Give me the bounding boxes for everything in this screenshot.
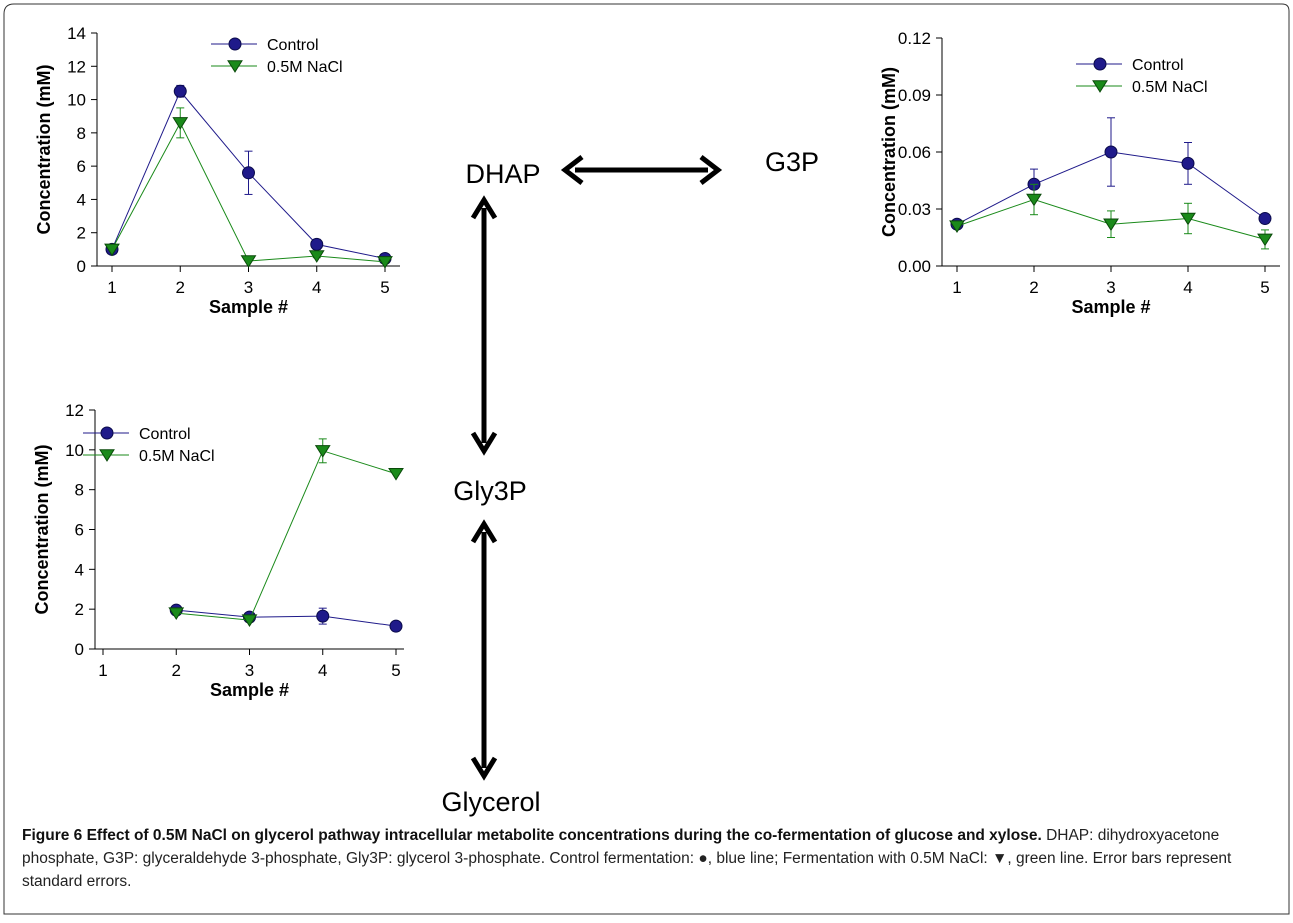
dhap-data-point	[104, 243, 120, 257]
g3p-data-point	[1181, 156, 1195, 170]
dhap-legend-label: Control	[267, 37, 319, 54]
g3p-x-tick-label: 4	[1183, 278, 1192, 297]
g3p-data-point	[1180, 212, 1196, 226]
dhap-y-tick-label: 14	[67, 24, 86, 43]
g3p-x-tick-label: 1	[952, 278, 961, 297]
gly3p-x-tick-label: 4	[318, 661, 327, 680]
g3p-data-point	[1103, 218, 1119, 232]
gly3p-y-tick-label: 4	[75, 560, 84, 579]
g3p-y-tick-label: 0.03	[898, 200, 931, 219]
dhap-x-tick-label: 1	[107, 278, 116, 297]
gly3p-y-tick-label: 12	[65, 401, 84, 420]
gly3p-legend-marker	[100, 426, 114, 440]
gly3p-legend-label: Control	[139, 426, 191, 443]
dhap-x-tick-label: 2	[176, 278, 185, 297]
arrow-dhap-g3p	[560, 155, 723, 185]
g3p-y-tick-label: 0.12	[898, 29, 931, 48]
caption-body: DHAP: dihydroxyacetone phosphate, G3P: g…	[22, 827, 1232, 890]
gly3p-data-point	[241, 614, 258, 628]
gly3p-x-tick-label: 1	[98, 661, 107, 680]
gly3p-data-point	[316, 609, 330, 623]
dhap-legend-marker	[228, 37, 242, 51]
g3p-legend-marker	[1092, 80, 1108, 93]
gly3p-legend-marker	[99, 449, 115, 462]
g3p-data-point	[1258, 212, 1272, 225]
g3p-data-point	[949, 220, 965, 233]
gly3p-data-point	[168, 607, 185, 621]
gly3p-series-line	[176, 450, 397, 621]
dhap-y-tick-label: 10	[67, 91, 86, 110]
g3p-data-point	[1026, 193, 1042, 207]
gly3p-legend-label: 0.5M NaCl	[139, 448, 215, 465]
gly3p-y-tick-label: 8	[75, 481, 84, 500]
g3p-data-point	[1257, 233, 1273, 247]
gly3p-data-point	[388, 467, 404, 481]
dhap-y-tick-label: 8	[77, 124, 86, 143]
gly3p-data-point	[314, 445, 331, 458]
g3p-x-tick-label: 2	[1029, 278, 1038, 297]
node-glycerol: Glycerol	[441, 787, 540, 817]
dhap-data-point	[173, 84, 187, 98]
caption-title: Figure 6 Effect of 0.5M NaCl on glycerol…	[22, 827, 1042, 844]
g3p-x-axis-label: Sample #	[1071, 297, 1150, 317]
dhap-data-point	[308, 250, 325, 263]
dhap-x-axis-label: Sample #	[209, 297, 288, 317]
g3p-y-axis-label: Concentration (mM)	[879, 67, 899, 237]
dhap-y-tick-label: 0	[77, 257, 86, 276]
g3p-x-tick-label: 3	[1106, 278, 1115, 297]
dhap-data-point	[242, 166, 255, 180]
gly3p-y-tick-label: 6	[75, 521, 84, 540]
g3p-legend-label: 0.5M NaCl	[1132, 79, 1208, 96]
dhap-y-axis-label: Concentration (mM)	[34, 65, 54, 235]
dhap-legend-label: 0.5M NaCl	[267, 59, 343, 76]
g3p-data-point	[1104, 145, 1118, 159]
dhap-y-tick-label: 6	[77, 157, 86, 176]
figure-caption: Figure 6 Effect of 0.5M NaCl on glycerol…	[22, 824, 1267, 893]
dhap-data-point	[172, 117, 189, 130]
dhap-y-tick-label: 4	[77, 190, 86, 209]
gly3p-x-tick-label: 3	[245, 661, 254, 680]
chart-g3p: 0.00 0.03 0.06 0.09 0.12 1 2 3 4 5 Sample # Concent…	[879, 29, 1280, 317]
dhap-data-point	[240, 255, 257, 268]
arrow-gly3p-glycerol	[470, 519, 498, 781]
g3p-legend-marker	[1093, 57, 1107, 71]
dhap-data-point	[310, 237, 324, 251]
figure-border	[3, 3, 1290, 915]
g3p-x-tick-label: 5	[1260, 278, 1269, 297]
gly3p-y-axis-label: Concentration (mM)	[32, 445, 52, 615]
dhap-x-tick-label: 3	[244, 278, 253, 297]
g3p-y-tick-label: 0.00	[898, 257, 931, 276]
dhap-legend-marker	[227, 60, 243, 73]
g3p-legend-label: Control	[1132, 57, 1184, 74]
node-g3p: G3P	[765, 147, 819, 177]
pathway-diagram: DHAP G3P Gly3P Glycerol	[441, 147, 819, 817]
dhap-x-tick-label: 4	[312, 278, 321, 297]
node-gly3p: Gly3P	[453, 476, 527, 506]
gly3p-x-tick-label: 2	[172, 661, 181, 680]
gly3p-series-line	[176, 609, 397, 627]
gly3p-x-tick-label: 5	[391, 661, 400, 680]
g3p-y-tick-label: 0.06	[898, 143, 931, 162]
dhap-x-tick-label: 5	[380, 278, 389, 297]
gly3p-y-tick-label: 0	[75, 640, 84, 659]
dhap-y-tick-label: 12	[67, 57, 86, 76]
gly3p-y-tick-label: 10	[65, 441, 84, 460]
dhap-data-point	[377, 256, 393, 269]
gly3p-data-point	[389, 619, 403, 633]
dhap-y-tick-label: 2	[77, 224, 86, 243]
arrow-dhap-gly3p	[470, 195, 498, 456]
g3p-y-tick-label: 0.09	[898, 86, 931, 105]
gly3p-x-axis-label: Sample #	[210, 680, 289, 700]
gly3p-y-tick-label: 2	[75, 600, 84, 619]
node-dhap: DHAP	[465, 159, 540, 189]
